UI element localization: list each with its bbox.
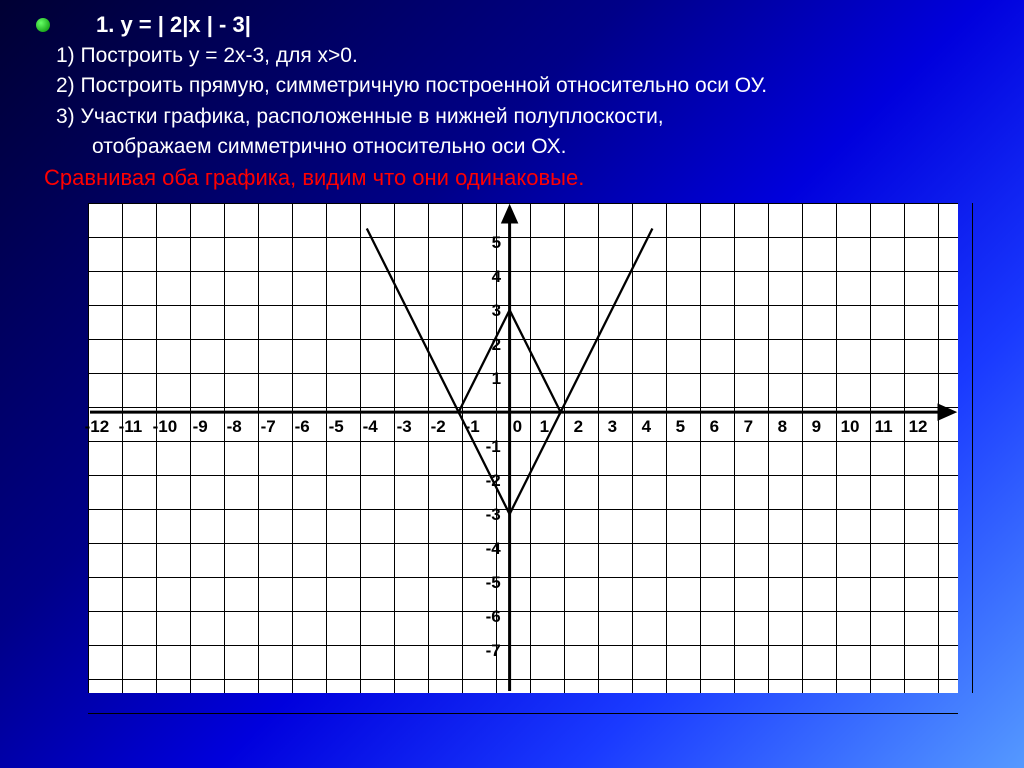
axis-tick-label: 3 (492, 301, 501, 321)
grid-line-h (88, 713, 958, 714)
axis-tick-label: 6 (710, 417, 719, 437)
step-2: 2) Построить прямую, симметричную постро… (56, 72, 996, 100)
axis-tick-label: -1 (486, 437, 501, 457)
axis-tick-label: -7 (486, 641, 501, 661)
axis-tick-label: -2 (431, 417, 446, 437)
axis-tick-label: -5 (486, 573, 501, 593)
axis-tick-label: -7 (261, 417, 276, 437)
grid-line-v (972, 203, 973, 693)
axis-tick-label: -1 (465, 417, 480, 437)
axis-tick-label: 4 (642, 417, 651, 437)
slide-bullet (36, 18, 50, 32)
axis-tick-label: 2 (574, 417, 583, 437)
axis-tick-label: -12 (85, 417, 110, 437)
axis-tick-label: 7 (744, 417, 753, 437)
axis-tick-label: 8 (778, 417, 787, 437)
axis-tick-label: -6 (295, 417, 310, 437)
axis-tick-label: -3 (397, 417, 412, 437)
axis-tick-label: 3 (608, 417, 617, 437)
axis-tick-label: 12 (909, 417, 928, 437)
axis-tick-label: 11 (875, 417, 893, 437)
axis-tick-label: 2 (492, 335, 501, 355)
axis-tick-label: 1 (540, 417, 549, 437)
emphasis-text: Сравнивая оба графика, видим что они оди… (44, 165, 996, 191)
axis-tick-label: 1 (492, 369, 501, 389)
axis-tick-label: -2 (486, 471, 501, 491)
axis-tick-label: -4 (363, 417, 378, 437)
axis-tick-label: -4 (486, 539, 501, 559)
axis-tick-label: 5 (492, 233, 501, 253)
slide-content: 1. у = | 2|х | - 3| 1) Построить у = 2х-… (0, 0, 1024, 693)
step-1: 1) Построить у = 2х-3, для х>0. (56, 42, 996, 70)
axis-tick-label: -6 (486, 607, 501, 627)
axis-tick-label: -11 (119, 417, 143, 437)
axis-tick-label: 0 (513, 417, 522, 437)
step-3b: отображаем симметрично относительно оси … (92, 133, 996, 161)
axis-tick-label: -5 (329, 417, 344, 437)
axis-tick-label: 5 (676, 417, 685, 437)
axis-tick-label: -3 (486, 505, 501, 525)
axis-tick-label: 4 (492, 267, 501, 287)
slide-title: 1. у = | 2|х | - 3| (96, 12, 996, 38)
axis-tick-label: 10 (841, 417, 860, 437)
axis-tick-label: -10 (153, 417, 178, 437)
axis-tick-label: -9 (193, 417, 208, 437)
step-3a: 3) Участки графика, расположенные в нижн… (56, 103, 996, 131)
axis-tick-label: 9 (812, 417, 821, 437)
axis-tick-label: -8 (227, 417, 242, 437)
graph-svg (88, 203, 958, 693)
function-graph-chart: -12-11-10-9-8-7-6-5-4-3-2-10123456789101… (88, 203, 958, 693)
